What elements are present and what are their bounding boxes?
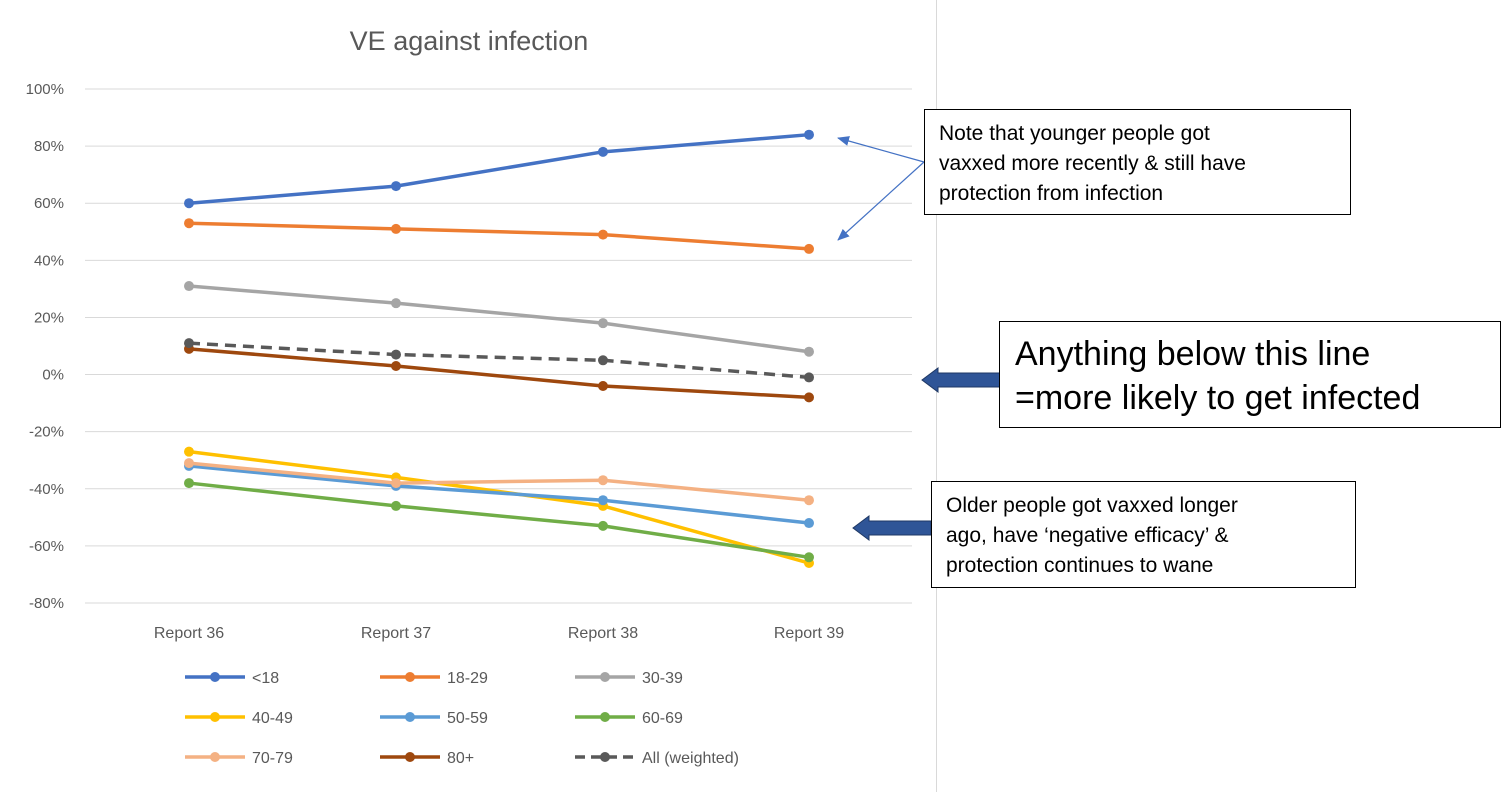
legend-label-60-69: 60-69 <box>642 710 683 727</box>
note-below-zero-line: Anything below this line =more likely to… <box>999 321 1501 428</box>
data-point-18 <box>598 146 608 157</box>
data-point-60-69 <box>184 478 194 489</box>
x-tick-label: Report 37 <box>361 625 431 642</box>
data-point-18-29 <box>804 243 814 254</box>
y-tick-label: 40% <box>34 252 64 269</box>
chart-title: VE against infection <box>350 26 589 56</box>
series-line-all-weighted <box>188 341 810 380</box>
data-point-60-69 <box>391 500 401 511</box>
legend-label-40-49: 40-49 <box>252 710 293 727</box>
legend-marker-40-49 <box>210 712 220 722</box>
data-point-50-59 <box>804 518 814 529</box>
data-point-30-39 <box>184 281 194 292</box>
x-tick-label: Report 39 <box>774 625 844 642</box>
arrow-to-under18-line <box>837 136 925 163</box>
y-tick-label: 60% <box>34 195 64 212</box>
arrow-to-18-29-line <box>837 161 925 241</box>
data-point-18-29 <box>391 223 401 234</box>
series-line-30-39 <box>188 284 810 354</box>
legend-label-70-79: 70-79 <box>252 750 293 767</box>
data-point-18-29 <box>184 218 194 229</box>
legend-label-50-59: 50-59 <box>447 710 488 727</box>
y-tick-label: 0% <box>42 367 64 384</box>
y-tick-label: 80% <box>34 138 64 155</box>
series-line-50-59 <box>188 464 810 525</box>
series-line-18 <box>188 132 810 205</box>
data-point-all-weighted <box>598 355 608 366</box>
data-point-70-79 <box>804 495 814 506</box>
legend-label-80: 80+ <box>447 750 474 767</box>
legend-marker-50-59 <box>405 712 415 722</box>
data-point-30-39 <box>391 298 401 309</box>
data-point-70-79 <box>184 458 194 469</box>
data-point-all-weighted <box>391 349 401 360</box>
y-tick-label: 100% <box>26 81 64 98</box>
data-point-all-weighted <box>184 338 194 349</box>
legend-marker-18 <box>210 672 220 682</box>
legend-marker-80 <box>405 752 415 762</box>
data-point-30-39 <box>804 346 814 357</box>
legend-marker-70-79 <box>210 752 220 762</box>
legend-marker-30-39 <box>600 672 610 682</box>
y-tick-label: -40% <box>29 481 64 498</box>
legend-marker-60-69 <box>600 712 610 722</box>
data-point-70-79 <box>598 475 608 486</box>
legend-label-30-39: 30-39 <box>642 670 683 687</box>
data-point-80 <box>804 392 814 403</box>
block-arrow-zero-line <box>921 367 1001 393</box>
legend-label-18-29: 18-29 <box>447 670 488 687</box>
legend-label-18: <18 <box>252 670 279 687</box>
data-point-all-weighted <box>804 372 814 383</box>
y-tick-label: 20% <box>34 309 64 326</box>
data-point-80 <box>598 380 608 391</box>
data-point-40-49 <box>184 446 194 457</box>
data-point-18 <box>184 198 194 209</box>
series-line-80 <box>188 347 810 400</box>
data-point-30-39 <box>598 318 608 329</box>
data-point-18 <box>804 129 814 140</box>
data-point-18-29 <box>598 229 608 240</box>
note-younger-people: Note that younger people got vaxxed more… <box>924 109 1351 215</box>
legend-marker-all-weighted <box>600 752 610 762</box>
y-tick-label: -20% <box>29 424 64 441</box>
data-point-18 <box>391 181 401 192</box>
legend-marker-18-29 <box>405 672 415 682</box>
series-line-60-69 <box>188 481 810 560</box>
series-line-18-29 <box>188 221 810 251</box>
data-point-70-79 <box>391 478 401 489</box>
y-tick-label: -80% <box>29 595 64 612</box>
x-tick-label: Report 36 <box>154 625 224 642</box>
data-point-80 <box>391 360 401 371</box>
block-arrow-older-lines <box>852 515 932 541</box>
chart-panel <box>936 0 937 792</box>
data-point-50-59 <box>598 495 608 506</box>
data-point-60-69 <box>598 520 608 531</box>
data-point-60-69 <box>804 552 814 563</box>
y-tick-label: -60% <box>29 538 64 555</box>
x-tick-label: Report 38 <box>568 625 638 642</box>
legend-label-all-weighted: All (weighted) <box>642 750 739 767</box>
series-line-70-79 <box>188 461 810 502</box>
note-older-people: Older people got vaxxed longer ago, have… <box>931 481 1356 588</box>
